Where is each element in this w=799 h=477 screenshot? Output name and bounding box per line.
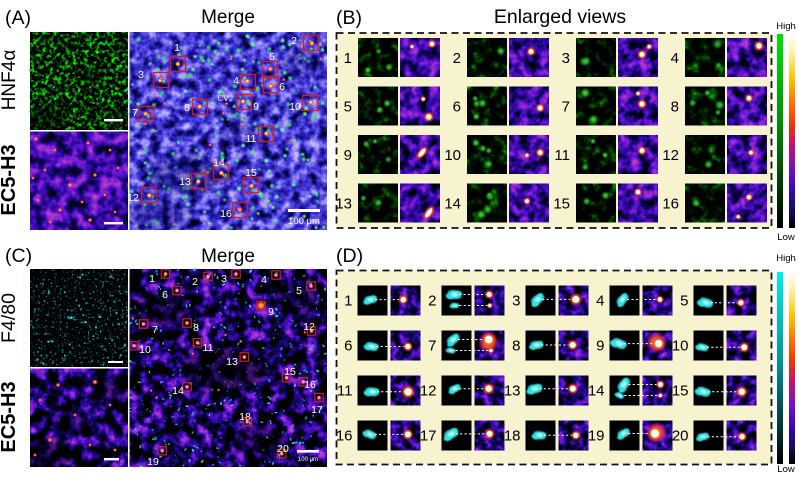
svg-text:Low: Low [777, 232, 795, 243]
svg-text:8: 8 [184, 102, 190, 114]
svg-text:20: 20 [277, 443, 289, 455]
svg-text:13: 13 [504, 383, 521, 400]
svg-text:8: 8 [512, 338, 520, 355]
svg-text:(D): (D) [336, 245, 363, 267]
svg-text:15: 15 [245, 167, 257, 179]
svg-text:7: 7 [152, 324, 158, 336]
svg-text:9: 9 [253, 101, 259, 113]
svg-text:2: 2 [453, 50, 461, 67]
svg-text:12: 12 [420, 383, 437, 400]
svg-text:EC5-H3: EC5-H3 [0, 144, 20, 215]
svg-text:4: 4 [233, 75, 239, 87]
svg-text:16: 16 [304, 379, 316, 391]
svg-text:18: 18 [239, 411, 251, 423]
svg-text:EC5-H3: EC5-H3 [0, 381, 20, 452]
svg-text:7: 7 [132, 107, 138, 119]
svg-text:CV: CV [217, 94, 229, 103]
svg-text:5: 5 [680, 293, 688, 310]
svg-text:17: 17 [420, 428, 437, 445]
svg-text:Merge: Merge [201, 246, 255, 267]
svg-text:12: 12 [662, 147, 679, 164]
svg-text:(C): (C) [5, 245, 32, 267]
svg-text:5: 5 [296, 285, 302, 297]
svg-text:1: 1 [344, 293, 352, 310]
svg-text:16: 16 [220, 208, 232, 220]
svg-text:16: 16 [662, 196, 679, 213]
svg-text:10: 10 [444, 147, 461, 164]
svg-text:100 μm: 100 μm [298, 457, 318, 463]
svg-text:Low: Low [777, 464, 795, 475]
svg-text:7: 7 [428, 338, 436, 355]
svg-text:F4/80: F4/80 [0, 293, 20, 343]
svg-text:13: 13 [226, 356, 238, 368]
svg-text:2: 2 [291, 35, 297, 47]
svg-text:9: 9 [596, 338, 604, 355]
svg-text:Enlarged views: Enlarged views [494, 6, 626, 28]
svg-text:8: 8 [671, 99, 679, 116]
svg-text:13: 13 [179, 176, 191, 188]
svg-text:11: 11 [203, 342, 214, 354]
svg-text:3: 3 [221, 273, 227, 285]
svg-text:6: 6 [453, 99, 461, 116]
svg-text:3: 3 [138, 69, 144, 81]
svg-text:9: 9 [344, 147, 352, 164]
svg-text:High: High [776, 253, 796, 264]
svg-text:15: 15 [553, 196, 570, 213]
svg-text:14: 14 [172, 385, 184, 397]
svg-text:14: 14 [213, 157, 225, 169]
svg-text:14: 14 [444, 196, 461, 213]
svg-text:11: 11 [554, 147, 570, 164]
svg-text:12: 12 [303, 321, 315, 333]
svg-text:13: 13 [335, 196, 352, 213]
svg-text:3: 3 [562, 50, 570, 67]
svg-text:4: 4 [596, 293, 604, 310]
svg-text:7: 7 [562, 99, 570, 116]
svg-text:1: 1 [344, 50, 352, 67]
svg-text:Merge: Merge [201, 7, 255, 28]
svg-text:8: 8 [193, 322, 199, 334]
svg-text:10: 10 [289, 101, 301, 113]
svg-text:100 μm: 100 μm [288, 216, 320, 227]
svg-text:9: 9 [268, 306, 274, 318]
svg-text:19: 19 [588, 428, 605, 445]
svg-text:(B): (B) [336, 7, 362, 29]
svg-text:11: 11 [246, 133, 257, 145]
svg-text:10: 10 [672, 338, 689, 355]
svg-text:19: 19 [147, 456, 159, 468]
svg-text:HNF4α: HNF4α [0, 50, 20, 111]
svg-text:High: High [776, 21, 796, 32]
svg-text:10: 10 [139, 344, 151, 356]
svg-text:2: 2 [428, 293, 436, 310]
svg-text:3: 3 [512, 293, 520, 310]
svg-text:1: 1 [149, 273, 155, 285]
svg-text:14: 14 [588, 383, 605, 400]
svg-text:15: 15 [284, 366, 296, 378]
svg-text:2: 2 [192, 276, 198, 288]
svg-text:6: 6 [279, 81, 285, 93]
svg-text:16: 16 [336, 428, 353, 445]
svg-text:12: 12 [127, 192, 139, 204]
svg-text:17: 17 [311, 404, 323, 416]
svg-text:4: 4 [261, 274, 267, 286]
svg-text:11: 11 [337, 383, 353, 400]
svg-text:(A): (A) [5, 7, 31, 29]
svg-text:20: 20 [672, 428, 689, 445]
svg-text:5: 5 [344, 99, 352, 116]
svg-text:5: 5 [269, 51, 275, 63]
svg-text:6: 6 [344, 338, 352, 355]
svg-text:4: 4 [671, 50, 679, 67]
svg-text:6: 6 [162, 289, 168, 301]
svg-text:15: 15 [672, 383, 689, 400]
svg-text:1: 1 [174, 42, 180, 54]
svg-text:18: 18 [504, 428, 521, 445]
